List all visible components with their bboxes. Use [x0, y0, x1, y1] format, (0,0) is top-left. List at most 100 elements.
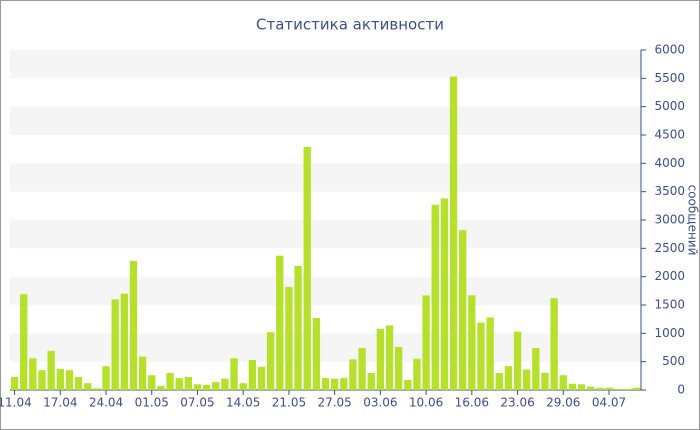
- y-tick-label: 3500: [654, 184, 685, 198]
- bar: [358, 348, 366, 390]
- x-tick-label: 14.05: [226, 396, 260, 410]
- bar: [157, 386, 165, 390]
- bar: [532, 348, 540, 390]
- bar: [184, 376, 192, 390]
- bar: [577, 384, 586, 390]
- grid-band: [10, 163, 641, 192]
- bar: [632, 387, 641, 390]
- bar: [541, 373, 549, 390]
- bar: [248, 359, 256, 390]
- bar: [56, 369, 64, 390]
- x-tick-label: 04.07: [592, 396, 626, 410]
- bar: [138, 356, 147, 390]
- bar: [559, 375, 567, 390]
- bar: [166, 373, 174, 390]
- bar: [93, 388, 101, 390]
- bar: [111, 299, 119, 390]
- bar: [459, 230, 467, 390]
- bar: [29, 358, 37, 390]
- y-tick-label: 1500: [654, 298, 685, 312]
- chart-title: Статистика активности: [256, 16, 444, 34]
- y-tick-label: 4000: [654, 156, 685, 170]
- bar: [431, 204, 439, 390]
- x-tick-label: 17.04: [43, 396, 77, 410]
- bar: [276, 255, 284, 390]
- y-tick-label: 2500: [654, 241, 685, 255]
- bar: [285, 286, 293, 390]
- bar: [568, 383, 577, 390]
- bar: [440, 198, 449, 390]
- grid-band: [10, 333, 641, 362]
- bar: [477, 322, 485, 390]
- x-tick-label: 29.06: [546, 396, 580, 410]
- bar: [230, 358, 238, 390]
- bar: [148, 375, 156, 390]
- y-tick-label: 500: [662, 354, 685, 368]
- bar: [239, 383, 247, 390]
- bar: [468, 295, 476, 390]
- bar: [596, 387, 604, 390]
- bar: [422, 295, 430, 390]
- x-tick-label: 21.05: [272, 396, 306, 410]
- bar: [449, 76, 458, 390]
- bar: [202, 384, 211, 390]
- bar: [120, 293, 128, 390]
- y-tick-label: 3000: [654, 213, 685, 227]
- y-tick-label: 1000: [654, 326, 685, 340]
- bar: [175, 378, 183, 390]
- y-tick-label: 5500: [654, 71, 685, 85]
- bar: [330, 378, 339, 390]
- x-tick-label: 24.04: [89, 396, 123, 410]
- x-tick-label: 27.05: [317, 396, 351, 410]
- bar: [266, 332, 275, 390]
- bar: [193, 384, 202, 390]
- bar: [294, 265, 302, 390]
- bar: [221, 378, 229, 390]
- bar: [367, 373, 375, 390]
- bar: [614, 388, 622, 390]
- y-tick-label: 6000: [654, 43, 685, 57]
- x-tick-label: 03.06: [363, 396, 397, 410]
- bar: [10, 376, 19, 390]
- bar: [513, 331, 522, 390]
- x-tick-label: 23.06: [500, 396, 534, 410]
- y-axis-label: сообщений: [686, 185, 700, 256]
- y-tick-label: 5000: [654, 99, 685, 113]
- bar: [550, 298, 558, 390]
- bar: [404, 379, 412, 390]
- x-tick-label: 11.04: [0, 396, 32, 410]
- bar: [376, 328, 385, 390]
- bar: [340, 378, 348, 390]
- bar: [413, 358, 421, 390]
- bar: [495, 373, 503, 390]
- bar: [129, 260, 138, 390]
- bar: [303, 146, 311, 390]
- bar: [47, 350, 55, 390]
- bar: [385, 325, 394, 390]
- bar: [605, 387, 613, 390]
- grid-band: [10, 220, 641, 249]
- bar: [312, 318, 321, 390]
- grid-band: [10, 50, 641, 79]
- bar: [38, 370, 46, 390]
- bar: [523, 369, 531, 390]
- bar: [84, 383, 92, 390]
- bar: [212, 382, 220, 390]
- grid-band: [10, 276, 641, 305]
- bar: [257, 366, 266, 390]
- x-tick-label: 07.05: [180, 396, 214, 410]
- x-tick-label: 10.06: [409, 396, 443, 410]
- bar: [486, 317, 494, 390]
- bar: [349, 359, 357, 390]
- bar: [74, 376, 83, 390]
- y-tick-label: 2000: [654, 269, 685, 283]
- bar: [321, 378, 330, 390]
- bar: [102, 366, 110, 390]
- grid-band: [10, 106, 641, 135]
- bar: [65, 370, 74, 390]
- bar: [623, 388, 631, 390]
- x-tick-label: 16.06: [455, 396, 489, 410]
- x-tick-label: 01.05: [135, 396, 169, 410]
- bar: [395, 346, 403, 390]
